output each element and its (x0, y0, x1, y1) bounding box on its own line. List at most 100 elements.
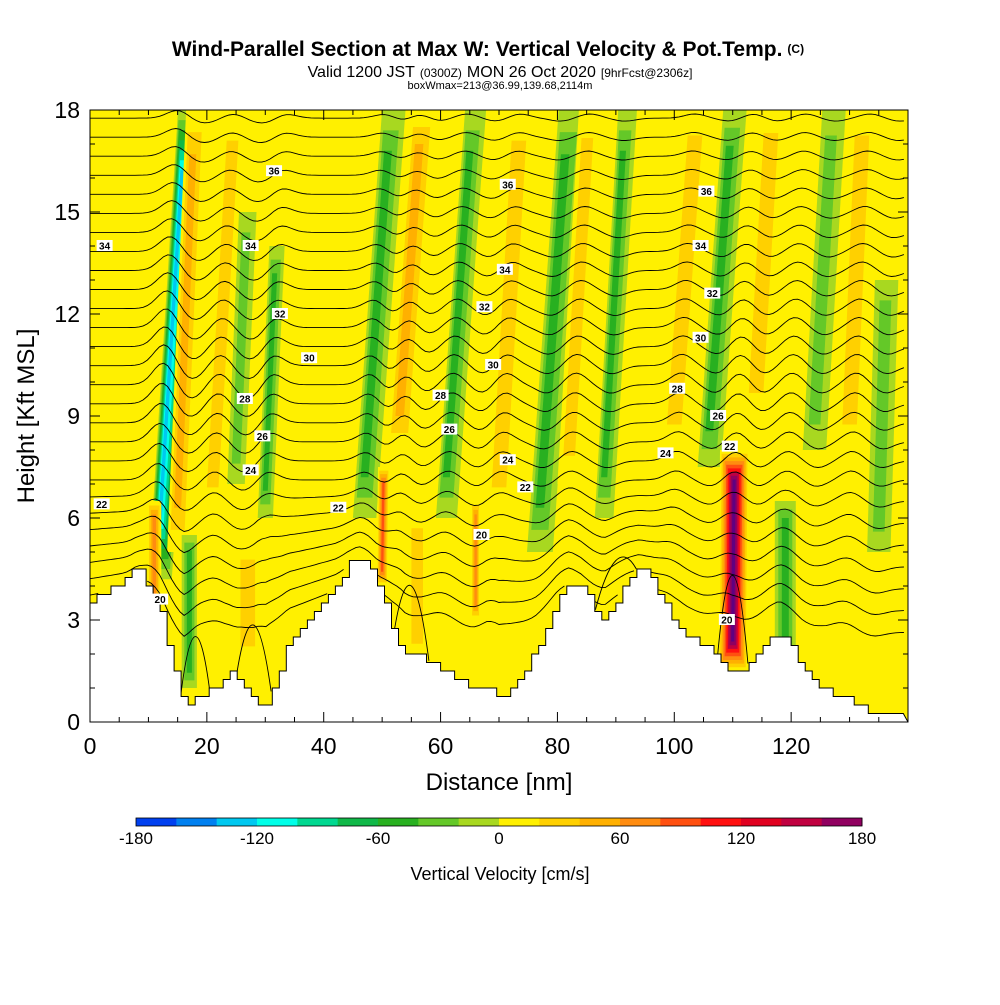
theta-label-text: 28 (672, 384, 684, 395)
y-tick-label: 12 (54, 301, 80, 327)
x-tick-label: 60 (428, 733, 454, 759)
theta-label: 32 (271, 308, 288, 321)
theta-label: 26 (710, 410, 727, 423)
x-tick-label: 40 (311, 733, 337, 759)
velocity-contour (491, 140, 527, 488)
velocity-contour (152, 514, 156, 607)
x-tick-label: 100 (655, 733, 693, 759)
theta-label: 34 (496, 263, 513, 276)
y-tick-label: 0 (67, 709, 80, 735)
velocity-contour (206, 140, 239, 488)
colorbar-label: Vertical Velocity [cm/s] (410, 864, 589, 884)
theta-contour-line (90, 128, 904, 143)
theta-contour-line (90, 498, 904, 532)
theta-label-text: 26 (713, 412, 725, 423)
y-tick-label: 6 (67, 505, 80, 531)
velocity-contour (842, 135, 870, 425)
velocity-contour (781, 518, 789, 654)
theta-contour-line (90, 272, 905, 301)
y-tick-label: 3 (67, 607, 80, 633)
theta-label: 22 (330, 501, 347, 514)
theta-label: 32 (476, 301, 493, 314)
theta-contour-line (90, 362, 905, 399)
theta-label-bg (485, 359, 502, 370)
theta-label-bg (242, 240, 259, 251)
velocity-contour (442, 150, 474, 478)
velocity-plume (227, 212, 257, 484)
colorbar-tick-label: 60 (611, 829, 630, 848)
theta-label-text: 30 (488, 361, 500, 372)
theta-contour-line (90, 383, 905, 417)
colorbar: -180 -120 -60 0 60 120 180 (119, 817, 876, 848)
velocity-plume (435, 110, 487, 518)
theta-label-text: 34 (695, 242, 707, 253)
theta-label-bg (96, 240, 113, 251)
theta-label: 22 (517, 481, 534, 494)
theta-contour-line (90, 463, 904, 491)
theta-label-text: 34 (499, 265, 511, 276)
colorbar-tick-label: -60 (366, 829, 391, 848)
theta-label-text: 20 (721, 616, 733, 627)
colorbar-swatch (539, 818, 581, 826)
theta-label: 34 (692, 240, 709, 253)
theta-label-bg (692, 331, 709, 343)
theta-label-bg (441, 423, 458, 435)
velocity-contour (731, 479, 736, 642)
velocity-contour (808, 135, 837, 425)
colorbar-tick-label: -120 (240, 829, 274, 848)
colorbar-tick-label: -180 (119, 829, 153, 848)
theta-label: 34 (242, 240, 259, 253)
theta-contour-line (90, 326, 905, 360)
terrain (90, 560, 908, 722)
colorbar-swatch (579, 818, 621, 826)
colorbar-swatch (499, 818, 540, 826)
theta-label-text: 32 (707, 289, 719, 300)
theta-contour-line (90, 580, 904, 637)
x-tick-label: 80 (545, 733, 571, 759)
title-mark: (C) (787, 42, 804, 56)
theta-label: 26 (254, 430, 271, 443)
theta-label: 36 (499, 178, 516, 191)
theta-label: 24 (657, 447, 674, 460)
plot-area: 34 36 34 32 30 28 26 24 22 22 20 36 34 32 30 28 26 24 22 20… (90, 110, 908, 722)
colorbar-swatch (700, 818, 742, 826)
velocity-contour (240, 559, 256, 647)
theta-label-bg (499, 178, 516, 190)
theta-label-bg (704, 287, 721, 299)
colorbar-swatch (136, 818, 177, 826)
theta-label-text: 26 (444, 425, 456, 436)
velocity-contour (158, 170, 184, 519)
colorbar-swatch (458, 818, 500, 826)
velocity-contour (360, 150, 392, 478)
velocity-contour (231, 232, 251, 464)
theta-label-bg (432, 389, 449, 401)
theta-label: 28 (669, 382, 686, 395)
theta-label-text: 32 (479, 303, 491, 314)
colorbar-swatch (176, 818, 218, 826)
theta-label: 20 (718, 614, 735, 627)
chart-subtitle-2: boxWmax=213@36.99,139.68,2114m (408, 80, 593, 92)
theta-label-text: 34 (245, 242, 257, 253)
theta-contour-line (90, 146, 904, 163)
theta-contour-line (90, 308, 905, 340)
theta-label-bg (236, 393, 253, 404)
theta-label-bg (698, 185, 715, 197)
theta-label-bg (254, 430, 271, 442)
theta-label-bg (721, 440, 738, 452)
theta-label-bg (152, 593, 169, 605)
colorbar-swatch (337, 818, 379, 826)
theta-label-text: 24 (245, 466, 257, 477)
theta-contour-loop (235, 624, 272, 692)
theta-contour-line (90, 182, 904, 203)
theta-label: 22 (93, 498, 110, 511)
theta-contour-line (90, 481, 904, 511)
velocity-contour (667, 135, 703, 425)
theta-label: 34 (96, 240, 113, 253)
velocity-field (147, 110, 899, 688)
theta-contour-line (90, 442, 904, 473)
theta-contour-loop (180, 636, 211, 697)
velocity-contour (381, 481, 385, 572)
theta-contour-line (90, 422, 905, 454)
